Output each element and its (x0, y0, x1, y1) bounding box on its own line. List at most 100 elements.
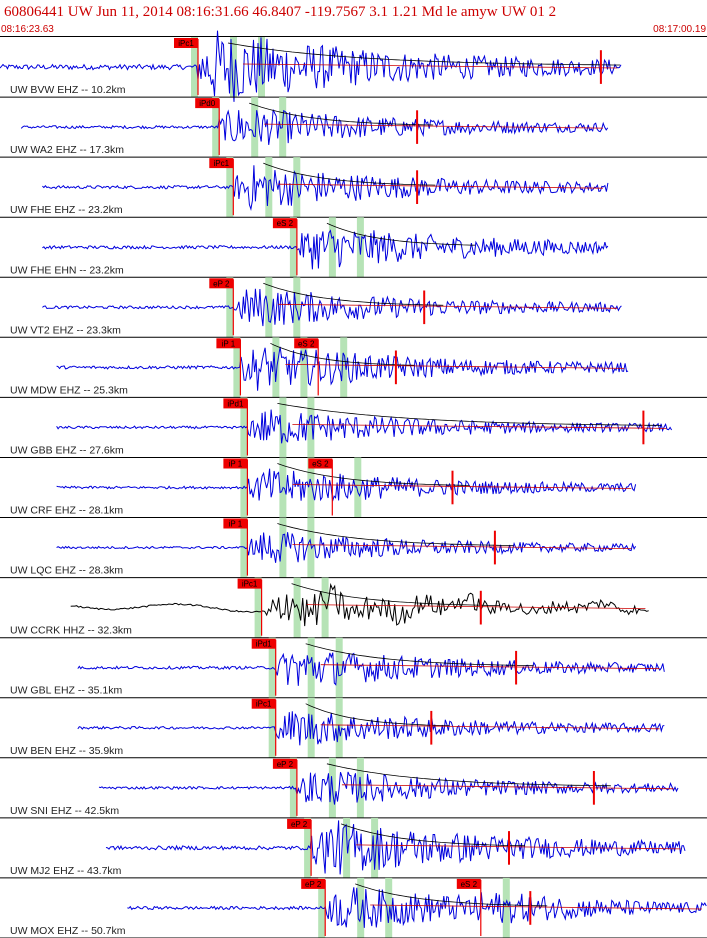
coda-window-band (265, 277, 273, 338)
coda-window-band (300, 337, 308, 398)
phase-pick-box (272, 758, 297, 769)
station-label: UW CRF EHZ -- 28.1km (10, 505, 123, 517)
waveform-trace (77, 711, 665, 746)
trace-panel: iPd1 UW GBB EHZ -- 27.6km (0, 397, 707, 458)
station-label: UW MOX EHZ -- 50.7km (10, 925, 126, 937)
phase-pick-box (301, 878, 326, 889)
trace-panel: eS 2 UW FHE EHN -- 23.2km (0, 217, 707, 278)
station-label: UW FHE EHZ -- 23.2km (10, 204, 123, 216)
trace-panel: eP 2 eS 2 UW MOX EHZ -- 50.7km (0, 877, 707, 938)
moveout-curve (227, 42, 620, 66)
coda-window-band (307, 637, 315, 698)
phase-pick-label: iP 1 (229, 460, 243, 469)
coda-window-band (307, 397, 315, 458)
phase-pick-label: eP 2 (213, 279, 230, 288)
trace-panel: iP 1 eS 2 UW CRF EHZ -- 28.1km (0, 457, 707, 518)
station-label: UW FHE EHN -- 23.2km (10, 264, 124, 276)
phase-pick-label: eP 2 (291, 820, 308, 829)
coda-window-band (357, 877, 365, 938)
phase-pick-label: iP 1 (229, 520, 243, 529)
coda-window-band (279, 517, 287, 578)
station-label: UW WA2 EHZ -- 17.3km (10, 144, 124, 156)
phase-pick-label: eS 2 (277, 219, 294, 228)
station-label: UW LQC EHZ -- 28.3km (10, 565, 123, 577)
waveform-trace (127, 887, 707, 928)
phase-pick-box (237, 578, 262, 589)
waveform-trace (42, 165, 609, 211)
start-time-label: 08:16:23.63 (1, 24, 54, 35)
station-label: UW GBB EHZ -- 27.6km (10, 445, 124, 457)
moveout-curve (326, 763, 611, 787)
moveout-curve (305, 643, 534, 667)
coda-fit-line (306, 604, 646, 609)
phase-pick-box (223, 518, 248, 529)
moveout-curve (277, 463, 470, 486)
station-label: UW SNI EHZ -- 42.5km (10, 805, 119, 817)
coda-window-band (226, 157, 234, 218)
trace-panel: iPd0 UW WA2 EHZ -- 17.3km (0, 97, 707, 158)
trace-panel: iPc1 UW FHE EHZ -- 23.2km (0, 157, 707, 218)
coda-window-band (328, 217, 336, 278)
phase-pick-box (209, 278, 234, 289)
moveout-curve (263, 162, 436, 186)
waveform-trace (42, 229, 609, 270)
coda-window-band (230, 37, 237, 98)
phase-pick-label: iPc1 (256, 700, 272, 709)
coda-window-band (340, 337, 348, 398)
phase-pick-box (294, 338, 319, 349)
station-label: UW MDW EHZ -- 25.3km (10, 384, 128, 396)
coda-window-band (293, 577, 301, 638)
phase-pick-box (456, 878, 481, 889)
coda-window-band (272, 337, 280, 398)
coda-window-band (251, 97, 259, 158)
phase-pick-label: iPc1 (214, 159, 230, 168)
moveout-curve (277, 403, 662, 426)
coda-fit-line (341, 784, 674, 790)
waveform-trace (56, 468, 637, 502)
coda-window-band (307, 457, 315, 518)
waveform-trace (70, 582, 649, 627)
trace-panel: iP 1 UW LQC EHZ -- 28.3km (0, 517, 707, 579)
coda-window-band (371, 817, 379, 878)
coda-fit-line (292, 424, 667, 429)
trace-panels: iPc1 UW BVW EHZ -- 10.2km iPd0 UW WA2 EHZ -… (0, 30, 707, 938)
phase-pick-label: iP 1 (222, 339, 236, 348)
moveout-curve (355, 883, 548, 907)
coda-window-band (191, 37, 198, 98)
coda-window-band (279, 397, 287, 458)
end-time-label: 08:17:00.19 (653, 24, 706, 35)
coda-fit-line (292, 544, 632, 549)
coda-window-band (502, 877, 510, 938)
phase-pick-box (272, 218, 297, 229)
coda-window-band (356, 217, 364, 278)
coda-window-band (321, 577, 329, 638)
phase-pick-box (195, 98, 220, 109)
station-label: UW CCRK HHZ -- 32.3km (10, 625, 132, 637)
trace-panel: eP 2 UW VT2 EHZ -- 23.3km (0, 277, 707, 338)
phase-pick-box (223, 458, 248, 469)
trace-panel: iPc1 UW BEN EHZ -- 35.9km (0, 697, 707, 759)
trace-panel: iP 1 eS 2 UW MDW EHZ -- 25.3km (0, 337, 707, 398)
coda-fit-line (278, 303, 618, 309)
moveout-curve (263, 282, 444, 306)
station-label: UW VT2 EHZ -- 23.3km (10, 324, 121, 336)
moveout-curve (249, 102, 434, 126)
coda-window-band (268, 697, 276, 758)
trace-panel: eP 2 UW SNI EHZ -- 42.5km (0, 757, 707, 819)
waveform-trace (0, 30, 622, 102)
phase-pick-box (216, 338, 241, 349)
moveout-curve (340, 823, 526, 847)
phase-pick-box (209, 158, 234, 169)
moveout-curve (270, 342, 415, 366)
phase-pick-label: eS 2 (298, 339, 315, 348)
waveform-trace (105, 820, 686, 875)
coda-window-band (293, 277, 301, 338)
station-label: UW BEN EHZ -- 35.9km (10, 745, 123, 757)
phase-pick-box (223, 398, 248, 409)
waveform-trace (56, 409, 673, 444)
coda-window-band (307, 517, 315, 578)
coda-window-band (293, 157, 301, 218)
coda-window-band (240, 397, 248, 458)
coda-fit-line (292, 484, 632, 489)
